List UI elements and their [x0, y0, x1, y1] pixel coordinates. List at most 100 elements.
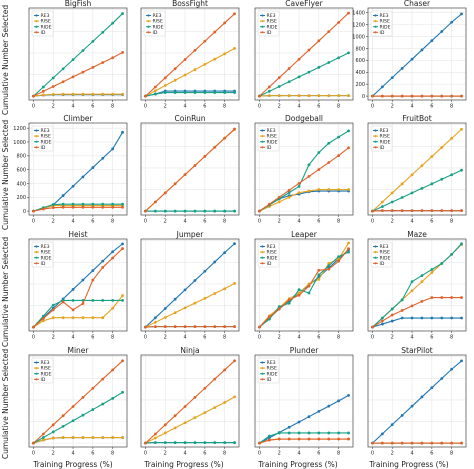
data-point-id	[371, 441, 374, 445]
data-point-id	[213, 30, 217, 34]
data-point-ride	[213, 209, 217, 213]
data-point-ride	[400, 196, 404, 199]
data-point-id	[410, 94, 414, 98]
series-line-id	[145, 128, 235, 212]
data-point-id	[440, 441, 444, 445]
y-tick-label: 600	[355, 58, 365, 64]
data-point-ride	[71, 58, 75, 62]
data-point-id	[267, 315, 271, 319]
legend-marker	[35, 129, 38, 132]
data-point-re3	[410, 404, 414, 408]
legend-box	[257, 10, 280, 37]
data-point-ride	[287, 431, 291, 435]
data-point-id	[430, 209, 434, 213]
data-point-ride	[327, 264, 331, 268]
data-point-id	[51, 308, 55, 312]
series-id	[144, 325, 236, 329]
data-point-re3	[460, 359, 463, 363]
series-line-ride	[145, 92, 235, 97]
data-point-ride	[267, 434, 271, 438]
data-point-ride	[173, 441, 177, 445]
series-rise	[144, 395, 236, 445]
legend-label: RE3	[41, 244, 50, 250]
x-tick-label: 2	[164, 451, 167, 457]
data-point-re3	[203, 269, 207, 273]
data-point-id	[153, 85, 157, 89]
series-id	[258, 247, 350, 329]
data-point-id	[380, 94, 384, 98]
data-point-rise	[91, 436, 95, 439]
data-point-id	[307, 175, 311, 178]
data-point-re3	[173, 297, 177, 301]
data-point-ride	[163, 91, 167, 94]
data-point-re3	[337, 399, 341, 403]
legend-label: RE3	[41, 128, 50, 134]
data-point-re3	[91, 269, 95, 272]
legend-label: ID	[153, 30, 158, 36]
data-point-rise	[163, 316, 167, 319]
data-point-rise	[277, 200, 281, 204]
data-point-rise	[111, 436, 115, 439]
data-point-re3	[450, 20, 454, 24]
legend-marker	[374, 251, 377, 254]
data-point-ride	[51, 430, 55, 434]
y-axis-title-bottom: Cumulative Number Selected	[1, 349, 10, 459]
panel-title: CoinRun	[174, 114, 205, 123]
data-point-id	[144, 441, 147, 445]
data-point-id	[297, 293, 301, 297]
data-point-ride	[337, 56, 341, 60]
series-id	[371, 296, 463, 329]
legend-marker	[35, 135, 38, 138]
data-point-id	[450, 441, 454, 445]
x-tick-label: 6	[91, 451, 94, 457]
x-tick-label: 8	[450, 104, 453, 110]
data-point-rise	[430, 271, 434, 274]
data-point-id	[287, 298, 291, 302]
data-point-id	[371, 209, 374, 213]
series-re3	[258, 393, 350, 445]
data-point-re3	[111, 250, 115, 254]
data-point-rise	[203, 296, 207, 300]
data-point-id	[203, 386, 207, 390]
legend-marker	[35, 367, 38, 370]
panel-title: Plunder	[290, 346, 319, 355]
y-tick-label: 1000	[352, 34, 365, 40]
data-point-ride	[347, 431, 350, 435]
data-point-id	[380, 441, 384, 445]
x-tick-label: 8	[223, 219, 226, 225]
data-point-id	[420, 209, 424, 213]
panel-ninja: Ninja 0 2 4 6 8	[140, 346, 240, 457]
plot-frame	[254, 122, 354, 216]
series-line-id	[33, 51, 123, 97]
legend-label: RIDE	[153, 24, 164, 30]
data-point-rise	[420, 280, 424, 284]
data-point-re3	[420, 316, 424, 320]
x-tick-label: 0	[371, 451, 374, 457]
data-point-ride	[121, 12, 124, 15]
data-point-rise	[327, 262, 331, 265]
plot-frame	[254, 354, 354, 448]
data-point-rise	[297, 291, 301, 295]
data-point-id	[460, 209, 463, 213]
series-id	[258, 146, 350, 213]
data-point-ride	[380, 316, 384, 320]
data-point-id	[347, 247, 350, 251]
data-point-id	[400, 309, 404, 312]
data-point-ride	[51, 76, 55, 80]
x-tick-label: 0	[32, 104, 35, 110]
data-point-rise	[153, 320, 157, 324]
data-point-id	[144, 209, 147, 213]
plot-frame	[140, 7, 240, 101]
data-point-ride	[277, 85, 281, 88]
data-point-id	[337, 259, 341, 263]
data-point-re3	[81, 175, 85, 179]
data-point-id	[430, 94, 434, 98]
legend-label: RIDE	[41, 139, 52, 145]
data-point-ride	[121, 390, 124, 394]
data-point-re3	[71, 288, 75, 291]
data-point-ride	[81, 413, 85, 417]
